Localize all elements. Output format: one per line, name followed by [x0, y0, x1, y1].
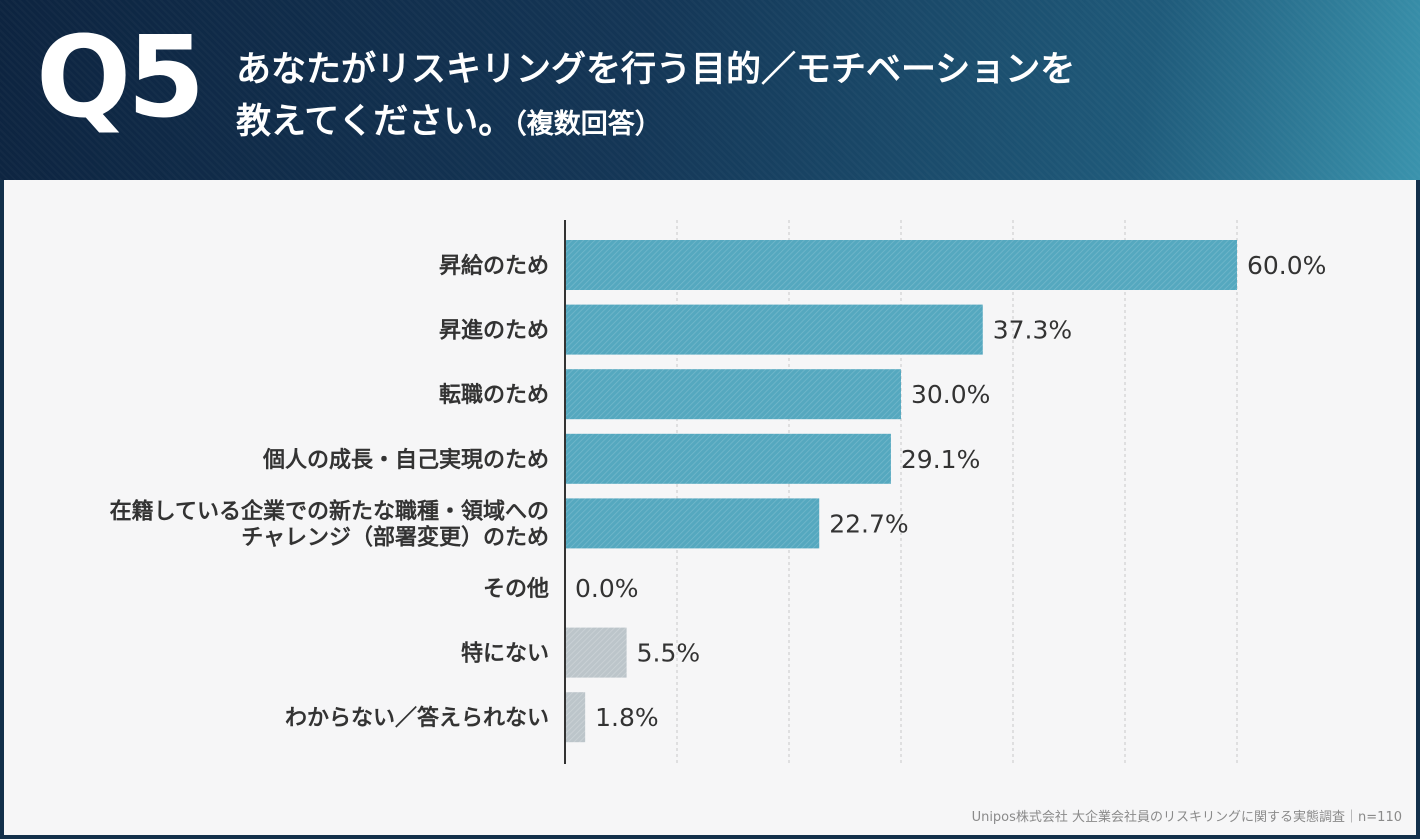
- title-line-2: 教えてください。（複数回答）: [236, 96, 1075, 151]
- category-label: 転職のため: [439, 382, 549, 408]
- value-label: 5.5%: [637, 639, 701, 668]
- category-label-line: 特にない: [461, 641, 549, 667]
- title-line-2-text: 教えてください。: [236, 102, 514, 142]
- bar: [565, 692, 586, 743]
- bar: [565, 433, 891, 484]
- chart-panel: 昇給のため昇進のため転職のため個人の成長・自己実現のため在籍している企業での新た…: [4, 180, 1416, 835]
- category-label: 昇給のため: [439, 253, 549, 279]
- bar-chart: 昇給のため昇進のため転職のため個人の成長・自己実現のため在籍している企業での新た…: [110, 220, 1326, 764]
- value-label: 37.3%: [993, 316, 1072, 345]
- value-label: 29.1%: [901, 445, 980, 474]
- category-label: 在籍している企業での新たな職種・領域へのチャレンジ（部署変更）のため: [110, 498, 549, 550]
- title-line-1: あなたがリスキリングを行う目的／モチベーションを: [236, 50, 1076, 90]
- category-label-line: 昇給のため: [439, 253, 549, 279]
- question-title: あなたがリスキリングを行う目的／モチベーションを 教えてください。（複数回答）: [236, 44, 1075, 151]
- category-label-line: その他: [483, 577, 549, 602]
- source-footer: Unipos株式会社 大企業会社員のリスキリングに関する実態調査｜n=110: [971, 810, 1402, 825]
- category-label: 特にない: [461, 641, 549, 667]
- bar: [565, 498, 820, 549]
- category-label: 個人の成長・自己実現のため: [262, 447, 549, 473]
- bar: [565, 304, 983, 355]
- bars: [565, 240, 1237, 743]
- bar: [565, 240, 1237, 290]
- value-label: 0.0%: [575, 574, 639, 603]
- bar: [565, 369, 901, 420]
- title-suffix: （複数回答）: [513, 109, 662, 140]
- category-label-line: チャレンジ（部署変更）のため: [241, 524, 549, 550]
- category-labels: 昇給のため昇進のため転職のため個人の成長・自己実現のため在籍している企業での新た…: [110, 253, 549, 731]
- value-label: 30.0%: [911, 380, 990, 409]
- category-label-line: 転職のため: [439, 382, 549, 408]
- category-label-line: 在籍している企業での新たな職種・領域への: [110, 498, 549, 524]
- category-label: その他: [483, 577, 549, 602]
- bar: [565, 627, 627, 678]
- category-label: 昇進のため: [439, 319, 549, 344]
- value-labels: 60.0% 37.3% 30.0% 29.1% 22.7% 0.0% 5.5% 1.8%: [575, 251, 1326, 732]
- value-label: 1.8%: [595, 703, 659, 732]
- header-banner: Q5 あなたがリスキリングを行う目的／モチベーションを 教えてください。（複数回…: [0, 0, 1420, 180]
- value-label: 60.0%: [1247, 251, 1326, 280]
- category-label-line: 個人の成長・自己実現のため: [262, 447, 549, 473]
- question-number: Q5: [36, 13, 205, 143]
- category-label: わからない／答えられない: [285, 705, 549, 731]
- category-label-line: わからない／答えられない: [285, 705, 549, 731]
- grid-lines: [676, 220, 1238, 764]
- value-label: 22.7%: [829, 509, 908, 538]
- category-label-line: 昇進のため: [439, 319, 549, 344]
